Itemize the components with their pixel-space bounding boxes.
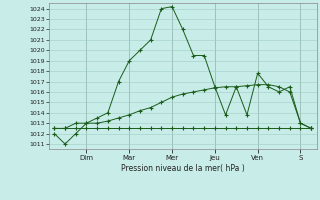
X-axis label: Pression niveau de la mer( hPa ): Pression niveau de la mer( hPa ) [121,164,244,173]
